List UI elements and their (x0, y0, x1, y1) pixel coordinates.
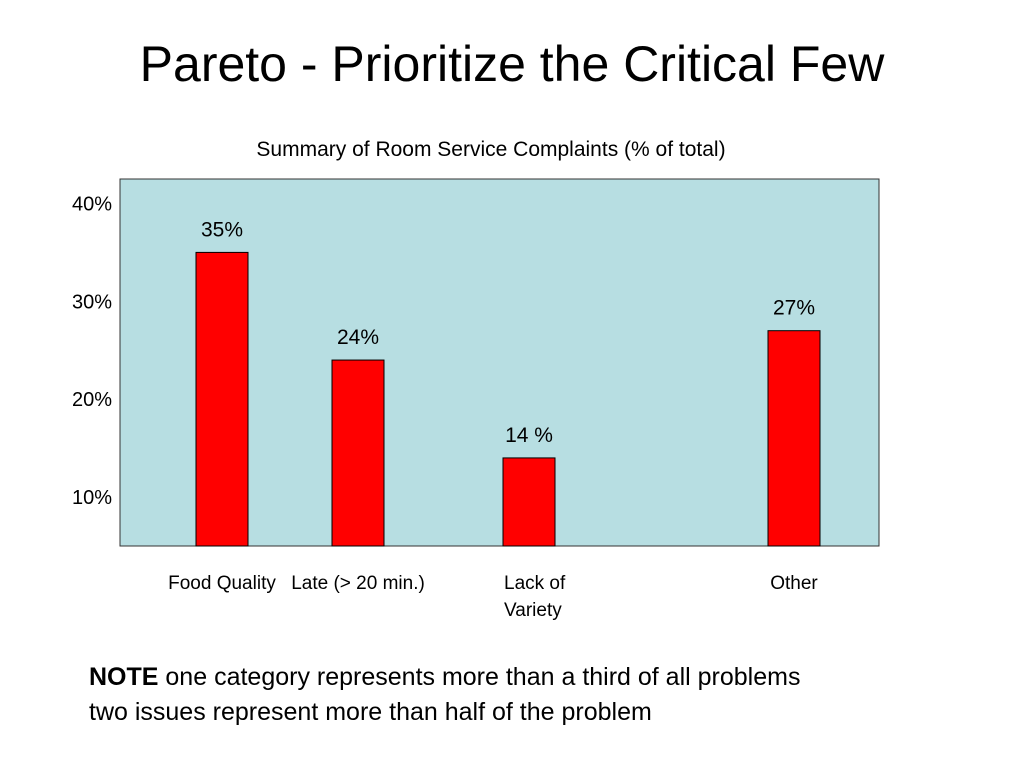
chart-title: Summary of Room Service Complaints (% of… (256, 138, 726, 161)
note-label: NOTE (89, 663, 159, 691)
x-tick-label: Other (770, 573, 818, 594)
note-line-1: one category represents more than a thir… (165, 663, 801, 691)
data-label: 35% (201, 218, 243, 241)
bar (767, 330, 821, 547)
data-label: 24% (337, 326, 379, 349)
note-line-2: two issues represent more than half of t… (89, 698, 652, 726)
note-text: NOTE one category represents more than a… (89, 660, 989, 730)
y-tick-label: 30% (72, 291, 112, 313)
data-label: 14 % (505, 424, 553, 447)
data-label: 27% (773, 297, 815, 320)
bar (331, 359, 385, 547)
y-tick-label: 10% (72, 487, 112, 509)
bar (502, 457, 556, 547)
x-tick-label: Lack of Variety (504, 573, 566, 621)
y-tick-label: 40% (72, 193, 112, 215)
slide-title: Pareto - Prioritize the Critical Few (139, 36, 885, 92)
x-tick-label: Late (> 20 min.) (291, 573, 425, 594)
x-tick-label: Food Quality (168, 573, 276, 594)
bar (195, 251, 249, 547)
y-tick-label: 20% (72, 389, 112, 411)
